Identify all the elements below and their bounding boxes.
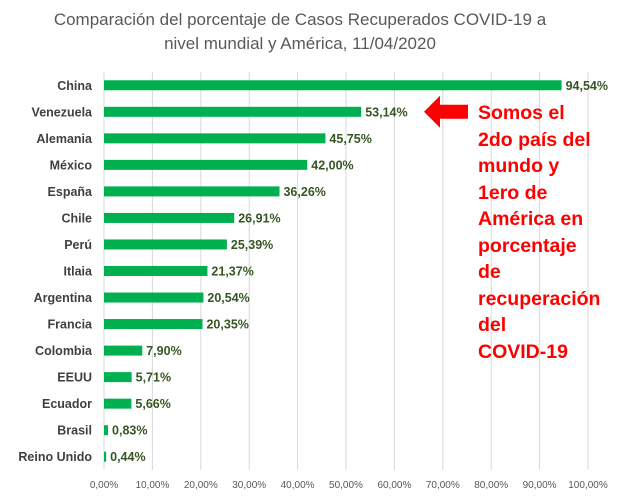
chart-title: Comparación del porcentaje de Casos Recu… — [20, 8, 580, 56]
bar — [104, 133, 326, 144]
data-label: 20,54% — [207, 291, 249, 305]
data-label: 21,37% — [211, 265, 253, 279]
x-tick-label: 30,00% — [232, 480, 266, 491]
category-label: Alemania — [36, 132, 93, 146]
x-tick-label: 70,00% — [426, 480, 460, 491]
data-label: 7,90% — [146, 344, 181, 358]
x-tick-label: 0,00% — [90, 480, 118, 491]
x-tick-label: 80,00% — [474, 480, 508, 491]
arrow-icon — [424, 95, 468, 128]
annotation-line: Somos el — [478, 102, 565, 124]
annotation-line: América en — [478, 208, 584, 230]
bar — [104, 451, 107, 462]
bar — [104, 266, 208, 276]
bar — [104, 80, 562, 91]
data-label: 0,44% — [110, 450, 145, 464]
annotation-line: 1ero de — [478, 181, 548, 204]
x-tick-label: 40,00% — [281, 480, 315, 491]
bar — [104, 186, 280, 197]
bar — [104, 372, 132, 383]
data-label: 45,75% — [329, 132, 371, 146]
category-label: Venezuela — [32, 105, 93, 119]
category-label: Colombia — [35, 344, 93, 358]
annotation-line: mundo y — [478, 155, 560, 177]
category-label: Itlaia — [64, 265, 94, 279]
annotation-line: porcentaje — [478, 234, 577, 257]
x-tick-label: 10,00% — [135, 480, 169, 491]
category-label: Ecuador — [42, 397, 92, 411]
data-label: 5,66% — [135, 397, 170, 411]
x-tick-label: 100,00% — [568, 480, 608, 491]
category-label: Francia — [48, 318, 94, 332]
category-label: España — [48, 185, 94, 199]
category-label: Argentina — [34, 291, 93, 305]
data-label: 36,26% — [283, 185, 325, 199]
bar — [104, 345, 143, 356]
data-label: 0,83% — [112, 424, 147, 438]
bar — [104, 239, 227, 250]
bar — [104, 425, 109, 436]
chart-title-line-1: Comparación del porcentaje de Casos Recu… — [53, 10, 547, 29]
chart-title-line-2: nivel mundial y América, 11/04/2020 — [164, 34, 436, 53]
annotation-line: de — [478, 261, 501, 283]
category-label: EEUU — [57, 371, 92, 385]
data-label: 94,54% — [566, 79, 608, 93]
bar — [104, 212, 235, 223]
data-label: 20,35% — [206, 318, 248, 332]
annotation-line: 2do país del — [478, 128, 591, 151]
bar — [104, 319, 203, 330]
bar — [104, 106, 362, 117]
data-label: 26,91% — [238, 211, 280, 225]
category-label: Chile — [61, 211, 92, 225]
category-label: México — [50, 158, 93, 172]
data-label: 5,71% — [136, 371, 171, 385]
bar — [104, 292, 204, 303]
data-label: 53,14% — [365, 105, 407, 119]
category-label: Brasil — [57, 424, 92, 438]
category-label: China — [57, 79, 93, 93]
category-label: Perú — [64, 238, 92, 252]
x-tick-label: 20,00% — [184, 480, 218, 491]
data-label: 25,39% — [231, 238, 273, 252]
x-tick-label: 90,00% — [523, 480, 557, 491]
bar — [104, 159, 308, 170]
data-label: 42,00% — [311, 158, 353, 172]
bar — [104, 398, 132, 409]
x-tick-label: 60,00% — [377, 480, 411, 491]
x-tick-label: 50,00% — [329, 480, 363, 491]
annotation-line: recuperación — [478, 287, 601, 310]
category-label: Reino Unido — [18, 450, 92, 464]
annotation-line: del — [478, 314, 507, 336]
annotation-line: COVID-19 — [478, 340, 568, 363]
annotation-text: Somos el 2do país del mundo y 1ero de Am… — [478, 100, 618, 365]
